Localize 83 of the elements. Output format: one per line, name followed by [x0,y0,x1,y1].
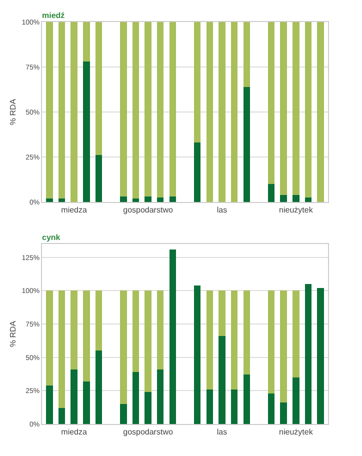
chart-title: cynk [42,233,61,242]
bar [317,22,324,202]
bar [58,290,66,408]
bar [243,374,250,424]
bar [46,22,53,198]
bar [70,369,78,424]
bar [268,184,275,202]
x-tick-label: miedza [61,428,88,437]
bar [292,194,300,202]
bar [156,290,164,370]
bar [82,62,90,202]
bar [70,290,78,370]
bar [132,290,140,372]
bar [280,402,288,424]
bar [82,22,90,62]
bar [95,155,102,202]
y-axis-title: % RDA [8,320,18,348]
bar [304,284,312,424]
bar [95,290,102,351]
x-tick-label: gospodarstwo [123,206,174,215]
bar [156,198,164,202]
bar [206,290,214,390]
bar [132,372,140,424]
bar [120,22,127,197]
x-tick-label: nieużytek [279,206,314,215]
bar [46,198,53,202]
bar [120,404,127,424]
bar [58,198,66,202]
bar [243,290,250,375]
bar [206,22,214,202]
chart-title: miedź [42,11,65,20]
bar [304,22,312,198]
bar [120,196,127,202]
x-tick-label: miedza [61,206,88,215]
bar [169,249,176,424]
bar [230,290,238,390]
x-tick-label: las [216,206,228,215]
bar [243,86,250,202]
bar [132,198,140,202]
bar [46,290,53,386]
bar [132,22,140,198]
bar [268,22,275,184]
bar [58,408,66,424]
bar [292,290,300,378]
bar [46,385,53,424]
bar [230,389,238,424]
bar [280,290,288,403]
bar [120,290,127,404]
bar [218,336,226,424]
x-tick-label: nieużytek [279,428,314,437]
bar [144,392,152,424]
bar [95,22,102,156]
bar [280,22,288,195]
bar [268,290,275,394]
bar [304,198,312,202]
bar [58,22,66,198]
y-axis-title: % RDA [8,98,18,126]
bar [194,285,201,424]
bar [280,194,288,202]
bar [317,288,324,424]
bar [156,369,164,424]
x-tick-label: gospodarstwo [123,428,174,437]
bar [144,290,152,392]
bar [144,196,152,202]
bar [156,22,164,198]
bar [144,22,152,197]
bar [230,22,238,202]
bar [169,196,176,202]
bar [169,22,176,197]
bar [82,381,90,424]
bar [292,377,300,424]
bar [206,389,214,424]
bar [95,350,102,424]
bar [218,290,226,336]
bar [292,22,300,195]
bar [243,22,250,87]
bar [194,22,201,143]
x-tick-label: las [216,428,228,437]
bar [70,22,78,202]
bar [268,393,275,424]
bar [194,142,201,202]
bar [218,22,226,202]
bar [82,290,90,382]
